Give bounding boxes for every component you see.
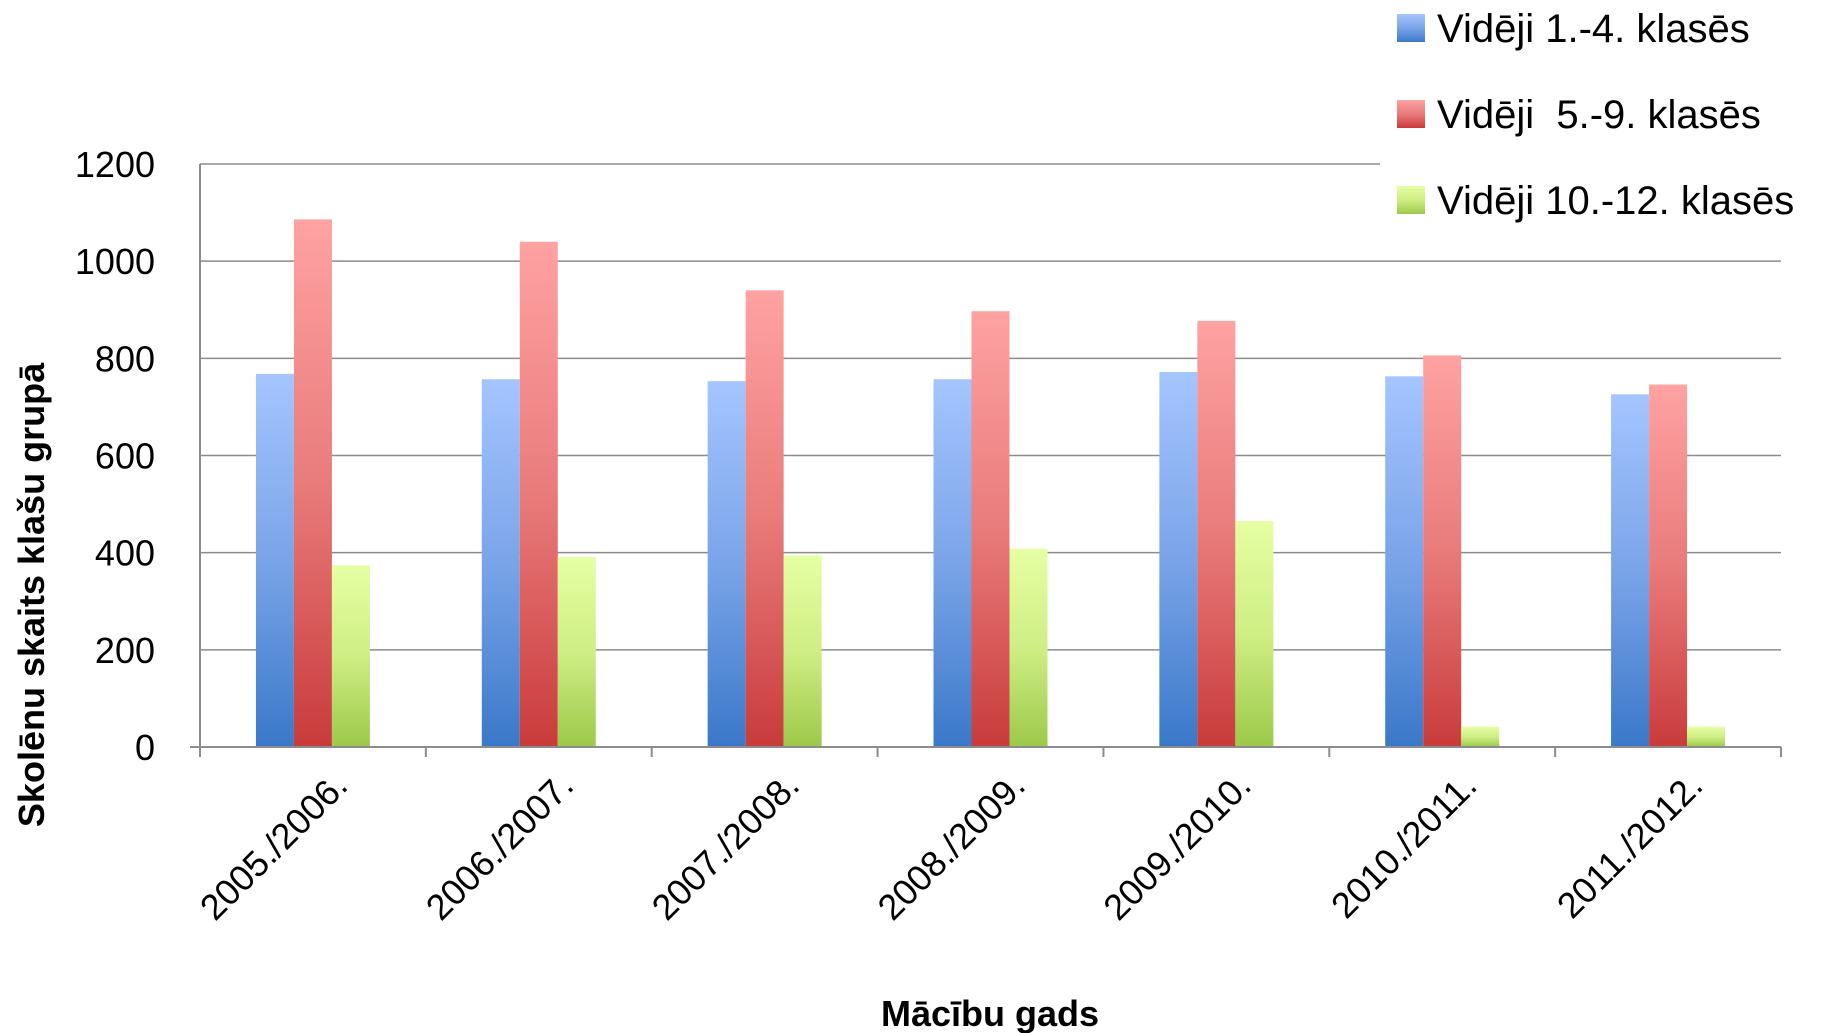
y-tick-label: 800: [95, 338, 155, 379]
x-tick-label: 2007./2008.: [643, 764, 806, 927]
bar-series-1: [255, 373, 294, 747]
x-tick-label: 2006./2007.: [418, 764, 581, 927]
bar-series-1: [1385, 376, 1424, 747]
bar-series-1: [707, 381, 746, 747]
legend-swatch-series-3: [1397, 186, 1425, 214]
bar-series-2: [971, 311, 1010, 747]
y-tick-label: 200: [95, 630, 155, 671]
y-axis-title: Skolēnu skaits klašu grupā: [11, 362, 52, 827]
legend-label-series-1: Vidēji 1.-4. klasēs: [1437, 7, 1750, 51]
x-tick-label: 2010./2011.: [1323, 764, 1485, 926]
bar-series-3: [1461, 726, 1500, 747]
x-tick-label: 2011./2012.: [1549, 764, 1711, 926]
y-tick-label: 400: [95, 533, 155, 574]
legend-swatch-series-1: [1397, 14, 1425, 42]
x-tick-label: 2009./2010.: [1095, 764, 1258, 927]
legend-swatch-series-2: [1397, 100, 1425, 128]
y-tick-label: 600: [95, 436, 155, 477]
bar-series-1: [1159, 371, 1198, 747]
x-axis-title: Mācību gads: [881, 993, 1099, 1033]
bar-series-2: [293, 219, 332, 747]
bar-series-3: [1687, 726, 1726, 747]
y-tick-label: 0: [135, 727, 155, 768]
bar-series-3: [1009, 548, 1048, 747]
bar-series-1: [481, 379, 520, 747]
bar-series-2: [1423, 355, 1462, 747]
bar-series-3: [1235, 521, 1274, 747]
y-tick-label: 1200: [75, 144, 155, 185]
bar-series-2: [1197, 320, 1236, 747]
y-tick-label: 1000: [75, 241, 155, 282]
x-tick-label: 2005./2006.: [192, 764, 355, 927]
bar-series-3: [331, 565, 370, 747]
bar-series-3: [783, 555, 822, 747]
bar-series-1: [933, 379, 972, 747]
legend-label-series-2: Vidēji 5.-9. klasēs: [1437, 93, 1761, 137]
legend-label-series-3: Vidēji 10.-12. klasēs: [1437, 179, 1794, 223]
bar-series-2: [1649, 384, 1688, 747]
bar-series-2: [745, 290, 784, 747]
bar-series-1: [1611, 394, 1650, 747]
bar-series-2: [519, 241, 558, 747]
x-tick-label: 2008./2009.: [869, 764, 1032, 927]
bar-series-3: [557, 557, 596, 747]
